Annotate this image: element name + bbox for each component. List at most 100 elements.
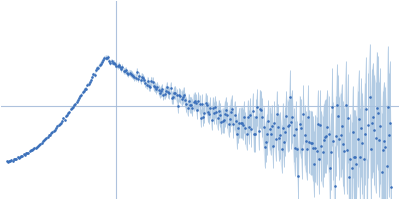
Point [195,100,202,103]
Point [326,133,332,136]
Point [49,130,56,133]
Point [381,140,387,143]
Point [125,72,132,76]
Point [205,111,211,114]
Point [334,103,340,106]
Point [218,120,224,124]
Point [384,105,391,109]
Point [283,114,290,118]
Point [29,148,35,151]
Point [41,139,47,142]
Point [290,134,297,137]
Point [305,115,311,118]
Point [99,60,105,63]
Point [346,175,352,178]
Point [235,126,241,130]
Point [370,116,376,119]
Point [80,91,86,94]
Point [265,120,272,123]
Point [340,142,346,145]
Point [383,164,390,168]
Point [219,119,226,122]
Point [358,126,364,129]
Point [301,134,308,137]
Point [114,65,121,68]
Point [18,154,24,157]
Point [274,112,280,115]
Point [132,76,139,79]
Point [100,59,106,62]
Point [241,116,248,119]
Point [289,115,296,118]
Point [225,122,232,125]
Point [67,107,74,110]
Point [356,117,362,120]
Point [117,65,123,68]
Point [190,101,197,104]
Point [24,152,30,155]
Point [177,94,184,97]
Point [138,75,145,79]
Point [134,70,140,73]
Point [77,95,84,98]
Point [317,123,323,126]
Point [74,100,80,103]
Point [388,186,394,189]
Point [175,104,181,108]
Point [113,65,120,68]
Point [354,137,361,140]
Point [98,62,104,65]
Point [229,108,235,111]
Point [244,132,250,136]
Point [38,141,45,144]
Point [66,111,72,114]
Point [141,78,147,82]
Point [282,130,288,133]
Point [11,158,17,161]
Point [342,103,349,107]
Point [341,149,348,153]
Point [377,124,384,127]
Point [22,153,28,156]
Point [276,136,282,139]
Point [126,71,133,74]
Point [157,91,163,94]
Point [207,106,214,109]
Point [295,174,302,177]
Point [159,88,166,91]
Point [153,87,159,90]
Point [318,145,324,148]
Point [253,115,260,119]
Point [56,122,63,126]
Point [247,113,254,117]
Point [31,146,38,149]
Point [78,93,85,96]
Point [268,132,274,136]
Point [246,125,252,128]
Point [320,150,326,153]
Point [271,122,278,125]
Point [82,87,88,91]
Point [10,159,16,162]
Point [366,95,373,98]
Point [61,118,68,121]
Point [250,109,256,113]
Point [5,160,11,163]
Point [70,105,76,109]
Point [176,94,182,97]
Point [20,153,27,156]
Point [149,80,156,84]
Point [105,55,111,59]
Point [25,151,32,154]
Point [76,96,82,99]
Point [189,106,196,109]
Point [339,125,345,128]
Point [116,64,122,67]
Point [144,79,151,82]
Point [204,104,210,107]
Point [183,103,190,106]
Point [65,111,71,114]
Point [110,61,116,64]
Point [350,130,356,134]
Point [316,158,322,161]
